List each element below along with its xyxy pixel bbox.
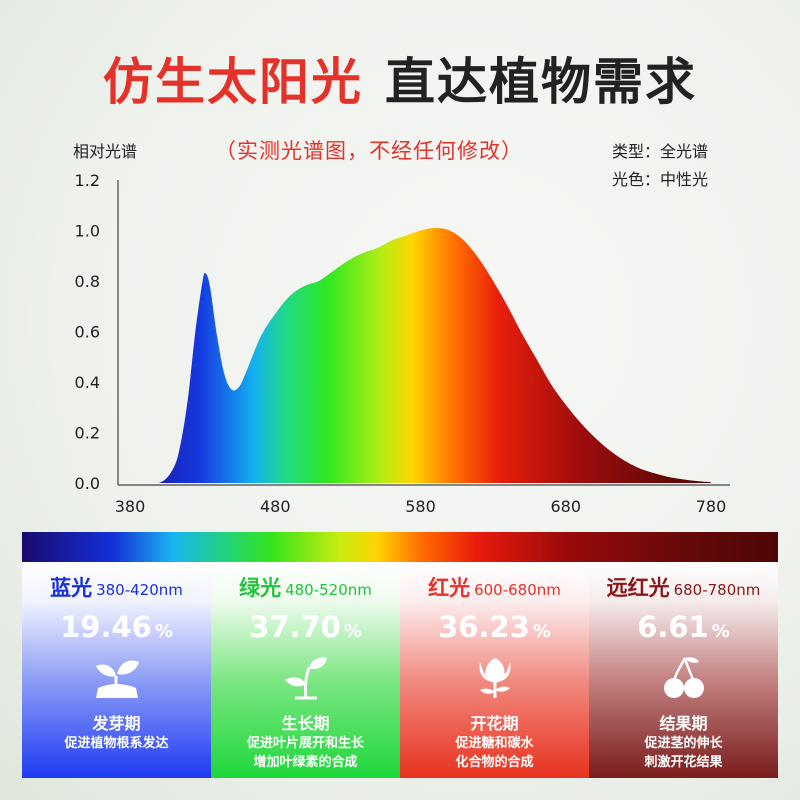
band-cards: 蓝光 380-420nm 19.46% 发芽期 促进植物根系发达 绿光 480-52… <box>22 562 778 778</box>
band-range: 480-520nm <box>285 581 372 599</box>
band-percent: 19.46% <box>60 610 173 644</box>
x-tick-label: 380 <box>115 497 146 516</box>
band-range: 600-680nm <box>474 581 561 599</box>
spectrum-chart: 0.0 0.2 0.4 0.6 0.8 1.0 1.2 380 480 580 680 780 <box>75 171 730 516</box>
x-tick-label: 780 <box>696 497 727 516</box>
y-tick-label: 0.2 <box>75 424 100 443</box>
band-stage: 发芽期 <box>92 714 141 733</box>
x-tick-label: 580 <box>405 497 436 516</box>
flower-icon <box>479 658 510 698</box>
headline: 仿生太阳光 直达植物需求 <box>0 42 800 114</box>
band-percent: 6.61% <box>637 610 730 644</box>
x-tick-label: 480 <box>260 497 291 516</box>
band-name: 绿光 <box>239 576 282 600</box>
y-axis-label: 相对光谱 <box>73 142 138 161</box>
sprout-icon <box>95 660 139 698</box>
band-stage: 开花期 <box>470 714 519 733</box>
band-card-far-red: 远红光 680-780nm 6.61% 结果期 促进茎的伸长 刺激开花结果 <box>589 562 778 778</box>
headline-red: 仿生太阳光 <box>103 53 363 111</box>
y-tick-label: 0.6 <box>75 323 100 342</box>
y-tick-label: 0.4 <box>75 373 100 392</box>
band-percent: 36.23% <box>438 610 551 644</box>
seedling-icon <box>284 657 327 700</box>
band-card-green: 绿光 480-520nm 37.70% 生长期 促进叶片展开和生长 增加叶绿素的合成 <box>211 562 400 778</box>
spectrum-color-bar <box>22 532 778 562</box>
band-name: 蓝光 <box>50 576 93 600</box>
band-card-red: 红光 600-680nm 36.23% 开花期 促进糖和碳水 化合物的合成 <box>400 562 589 778</box>
y-tick-label: 1.0 <box>75 222 100 241</box>
band-desc: 促进植物根系发达 <box>64 736 169 751</box>
band-percent: 37.70% <box>249 610 362 644</box>
band-desc: 促进茎的伸长 刺激开花结果 <box>644 736 723 770</box>
band-stage: 生长期 <box>281 714 330 733</box>
band-name: 远红光 <box>606 576 670 600</box>
headline-dark: 直达植物需求 <box>385 53 697 111</box>
y-tick-label: 0.8 <box>75 272 100 291</box>
y-tick-label: 0.0 <box>75 474 100 493</box>
band-desc: 促进叶片展开和生长 增加叶绿素的合成 <box>246 736 364 770</box>
y-tick-label: 1.2 <box>75 171 100 190</box>
band-stage: 结果期 <box>659 714 708 733</box>
info-type: 类型：全光谱 <box>612 142 709 161</box>
info-box: 类型：全光谱 光色：中性光 <box>612 138 708 194</box>
cherry-icon <box>663 657 704 698</box>
band-range: 380-420nm <box>96 581 183 599</box>
band-desc: 促进糖和碳水 化合物的合成 <box>455 736 534 770</box>
spectrum-area <box>130 227 711 483</box>
band-range: 680-780nm <box>673 581 761 599</box>
band-name: 红光 <box>428 576 471 600</box>
x-tick-label: 680 <box>550 497 581 516</box>
band-card-blue: 蓝光 380-420nm 19.46% 发芽期 促进植物根系发达 <box>22 562 211 778</box>
info-color: 光色：中性光 <box>612 170 709 189</box>
subtitle: （实测光谱图，不经任何修改） <box>215 139 523 163</box>
